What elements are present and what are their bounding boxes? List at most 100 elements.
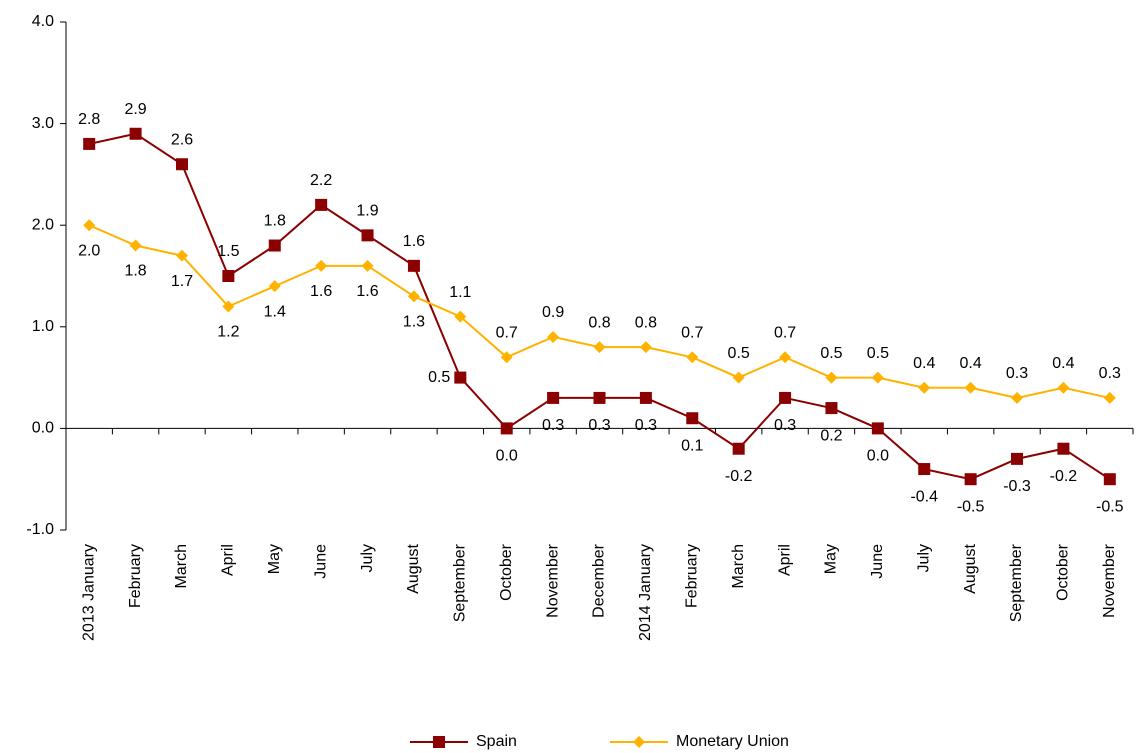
data-label: 1.8 <box>124 263 146 280</box>
x-tick-label: 2013 January <box>80 544 97 641</box>
x-tick-label: November <box>544 543 561 617</box>
data-label: 0.8 <box>635 314 657 331</box>
x-tick-label: December <box>591 543 608 617</box>
x-tick-label: April <box>776 544 793 576</box>
marker <box>686 412 699 425</box>
marker <box>825 402 838 415</box>
data-label: 2.8 <box>78 111 100 128</box>
marker <box>547 330 560 343</box>
data-label: 1.4 <box>264 303 286 320</box>
marker <box>593 341 606 354</box>
series-line <box>88 224 1111 399</box>
data-label: 0.9 <box>542 304 564 321</box>
data-label: -0.2 <box>725 468 753 485</box>
data-label: 0.5 <box>428 369 450 386</box>
x-tick-label: September <box>452 543 469 622</box>
x-tick-label: August <box>405 543 422 593</box>
marker <box>639 341 652 354</box>
data-label: 0.5 <box>728 345 750 362</box>
data-label: 0.3 <box>542 417 564 434</box>
data-label: 0.0 <box>496 448 518 465</box>
marker <box>779 391 792 404</box>
marker <box>732 442 745 455</box>
y-tick-label: 4.0 <box>32 13 54 30</box>
marker <box>407 290 420 303</box>
data-label: 0.5 <box>867 345 889 362</box>
marker <box>222 300 235 313</box>
marker <box>918 381 931 394</box>
marker <box>633 736 645 748</box>
marker <box>268 239 281 252</box>
data-label: 1.6 <box>403 233 425 250</box>
marker <box>639 391 652 404</box>
data-label: 0.7 <box>774 324 796 341</box>
marker <box>871 371 884 384</box>
marker <box>825 371 838 384</box>
data-label: 0.7 <box>681 324 703 341</box>
x-tick-label: July <box>359 544 376 572</box>
x-tick-label: February <box>684 544 701 608</box>
marker <box>500 422 513 435</box>
x-tick-label: August <box>962 543 979 593</box>
marker <box>175 249 188 262</box>
marker <box>433 736 445 748</box>
data-label: 0.5 <box>820 345 842 362</box>
x-tick-label: May <box>823 544 840 574</box>
data-label: -0.5 <box>1096 498 1124 515</box>
data-label: 2.2 <box>310 172 332 189</box>
marker <box>547 391 560 404</box>
y-tick-label: 2.0 <box>32 216 54 233</box>
data-label: 0.0 <box>867 448 889 465</box>
data-label: 1.1 <box>449 284 471 301</box>
marker <box>964 473 977 486</box>
x-tick-label: March <box>730 544 747 588</box>
data-label: 1.8 <box>264 213 286 230</box>
marker <box>779 351 792 364</box>
data-label: 2.0 <box>78 242 100 259</box>
legend-label: Spain <box>476 733 517 750</box>
marker <box>454 310 467 323</box>
x-tick-label: February <box>127 544 144 608</box>
marker <box>83 137 96 150</box>
marker <box>129 127 142 140</box>
marker <box>454 371 467 384</box>
data-label: 0.3 <box>1099 365 1121 382</box>
x-tick-label: October <box>498 543 515 601</box>
x-tick-label: September <box>1008 543 1025 622</box>
data-label: 0.4 <box>913 355 935 372</box>
data-label: 0.3 <box>1006 365 1028 382</box>
data-label: 1.2 <box>217 324 239 341</box>
y-tick-label: 0.0 <box>32 420 54 437</box>
data-label: 0.4 <box>960 355 982 372</box>
data-label: 0.3 <box>588 417 610 434</box>
legend-label: Monetary Union <box>676 733 789 750</box>
data-label: -0.2 <box>1050 468 1078 485</box>
x-tick-label: November <box>1101 543 1118 617</box>
data-label: 1.5 <box>217 243 239 260</box>
marker <box>1057 442 1070 455</box>
marker <box>315 259 328 272</box>
marker <box>407 259 420 272</box>
data-label: 1.6 <box>356 283 378 300</box>
x-tick-label: April <box>220 544 237 576</box>
data-label: 0.2 <box>820 427 842 444</box>
marker <box>361 259 374 272</box>
x-tick-label: June <box>869 544 886 579</box>
data-label: 1.9 <box>356 203 378 220</box>
data-label: 0.4 <box>1052 355 1074 372</box>
marker <box>964 381 977 394</box>
y-tick-label: 3.0 <box>32 115 54 132</box>
marker <box>83 219 96 232</box>
data-label: 2.9 <box>124 101 146 118</box>
data-label: 1.7 <box>171 273 193 290</box>
marker <box>1011 452 1024 465</box>
marker <box>1057 381 1070 394</box>
data-label: 0.1 <box>681 437 703 454</box>
data-label: 0.7 <box>496 324 518 341</box>
x-tick-label: May <box>266 544 283 574</box>
marker <box>1011 391 1024 404</box>
marker <box>1103 473 1116 486</box>
x-tick-label: March <box>173 544 190 588</box>
